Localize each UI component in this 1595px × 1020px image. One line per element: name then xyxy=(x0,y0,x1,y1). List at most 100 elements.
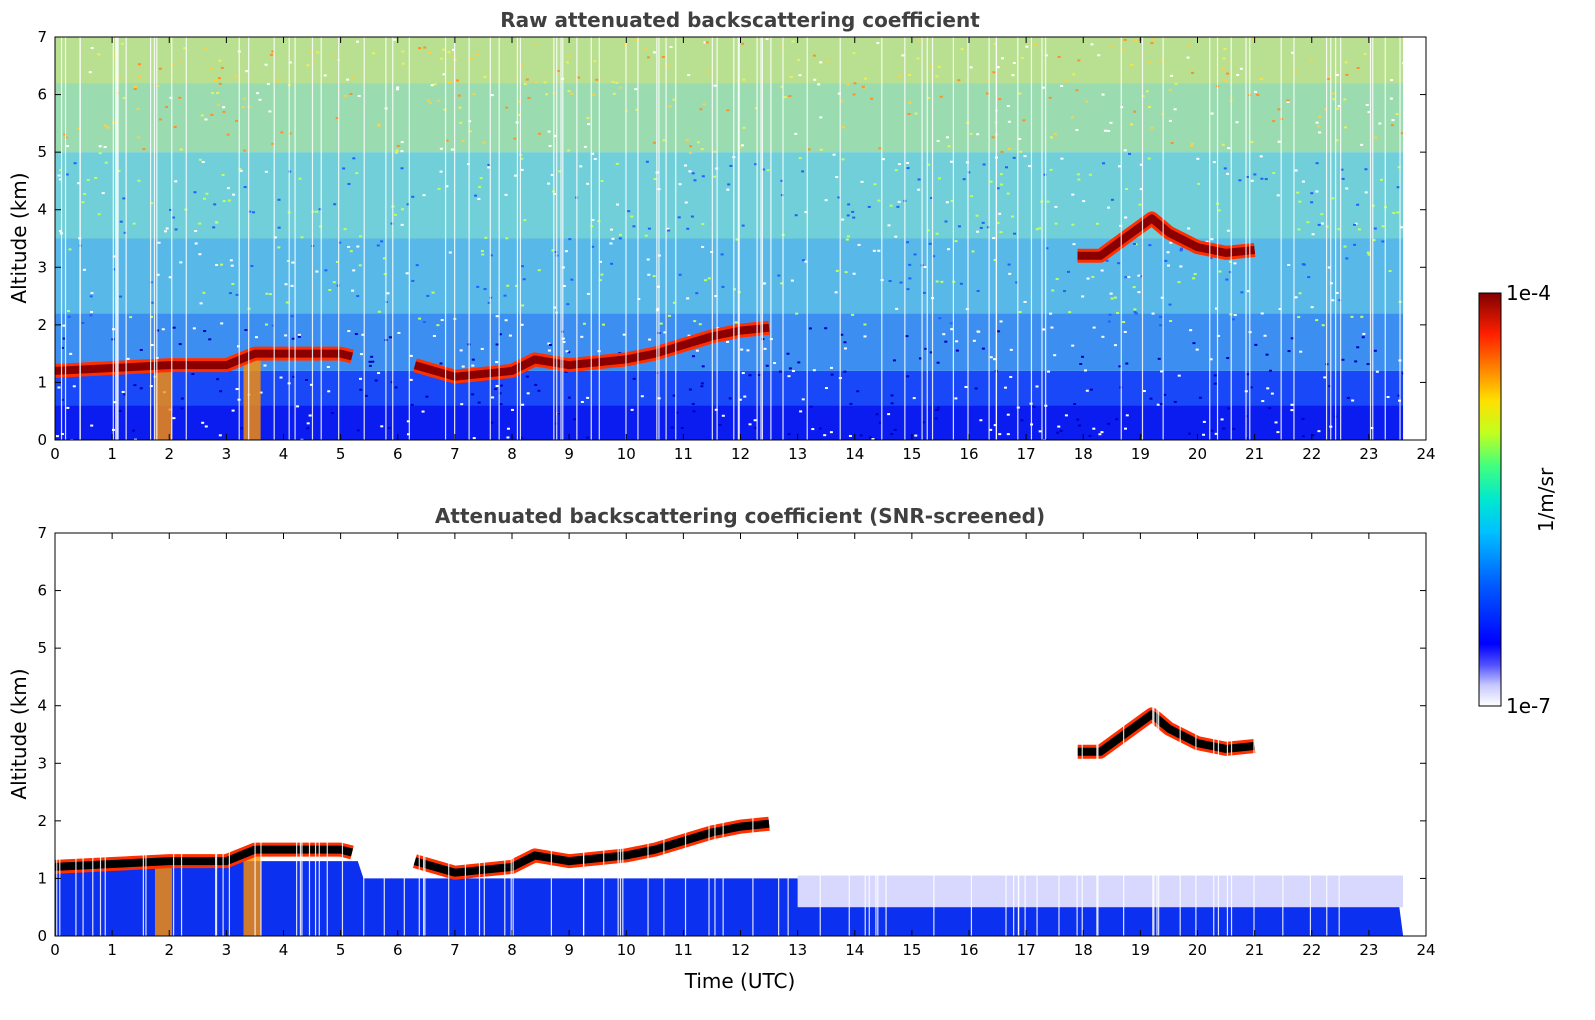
noise-speck xyxy=(1320,222,1324,225)
noise-speck xyxy=(863,77,867,80)
noise-speck xyxy=(627,210,631,213)
noise-speck xyxy=(799,410,803,413)
noise-speck xyxy=(1147,106,1151,109)
noise-speck xyxy=(906,162,910,165)
noise-speck xyxy=(823,434,827,437)
noise-speck xyxy=(989,428,993,431)
missing-profile xyxy=(663,533,665,936)
noise-speck xyxy=(401,50,405,53)
missing-profile xyxy=(1253,533,1255,936)
noise-speck xyxy=(726,109,730,112)
noise-speck xyxy=(1139,163,1143,166)
aerosol-plume xyxy=(154,359,173,440)
missing-profile xyxy=(464,533,467,936)
noise-band xyxy=(55,152,1404,239)
noise-speck xyxy=(630,408,634,411)
noise-speck xyxy=(1221,143,1225,146)
missing-profile xyxy=(79,37,81,440)
noise-speck xyxy=(316,51,320,54)
noise-speck xyxy=(156,273,160,276)
noise-speck xyxy=(471,364,475,367)
noise-speck xyxy=(520,323,524,326)
noise-speck xyxy=(216,378,220,381)
noise-speck xyxy=(551,249,555,252)
noise-speck xyxy=(441,48,445,51)
noise-speck xyxy=(204,47,208,50)
noise-speck xyxy=(924,347,928,350)
noise-speck xyxy=(916,57,920,60)
noise-speck xyxy=(290,315,294,318)
noise-speck xyxy=(180,397,184,400)
noise-speck xyxy=(754,163,758,166)
noise-speck xyxy=(1195,348,1199,351)
noise-speck xyxy=(567,396,571,399)
noise-speck xyxy=(1395,113,1399,116)
noise-speck xyxy=(1245,175,1249,178)
noise-speck xyxy=(647,273,651,276)
x-tick-label: 1 xyxy=(107,941,117,959)
noise-speck xyxy=(1392,211,1396,214)
noise-speck xyxy=(430,84,434,87)
noise-speck xyxy=(1226,72,1230,75)
noise-speck xyxy=(901,54,905,57)
noise-speck xyxy=(534,383,538,386)
missing-profile xyxy=(875,533,877,936)
noise-speck xyxy=(666,64,670,67)
noise-speck xyxy=(209,67,213,70)
noise-speck xyxy=(1090,43,1094,46)
missing-profile xyxy=(489,37,491,440)
missing-profile xyxy=(760,37,762,440)
noise-speck xyxy=(586,182,590,185)
noise-speck xyxy=(979,419,983,422)
noise-speck xyxy=(938,317,942,320)
x-tick-label: 22 xyxy=(1302,941,1321,959)
noise-speck xyxy=(205,192,209,195)
noise-speck xyxy=(425,395,429,398)
missing-profile xyxy=(117,37,119,440)
noise-speck xyxy=(1102,162,1106,165)
noise-speck xyxy=(687,334,691,337)
noise-speck xyxy=(212,226,216,229)
noise-speck xyxy=(942,333,946,336)
noise-speck xyxy=(326,365,330,368)
noise-speck xyxy=(1071,223,1075,226)
x-tick-label: 20 xyxy=(1188,445,1207,463)
missing-profile xyxy=(931,37,934,440)
noise-speck xyxy=(1159,402,1163,405)
noise-speck xyxy=(222,106,226,109)
noise-speck xyxy=(406,420,410,423)
noise-speck xyxy=(1227,147,1231,150)
noise-speck xyxy=(797,361,801,364)
noise-speck xyxy=(173,125,177,128)
noise-speck xyxy=(644,47,648,50)
noise-speck xyxy=(165,227,169,230)
noise-speck xyxy=(226,133,230,136)
noise-speck xyxy=(256,92,260,95)
noise-speck xyxy=(1344,126,1347,129)
noise-speck xyxy=(1124,427,1128,430)
x-tick-label: 19 xyxy=(1131,445,1150,463)
noise-speck xyxy=(1174,82,1178,85)
y-tick-label: 3 xyxy=(37,258,47,276)
missing-profile xyxy=(115,37,117,440)
missing-profile xyxy=(1017,533,1019,936)
noise-speck xyxy=(1079,363,1083,366)
noise-speck xyxy=(777,274,781,277)
noise-speck xyxy=(593,158,597,161)
noise-speck xyxy=(1222,57,1226,60)
panel-screened: Attenuated backscattering coefficient (S… xyxy=(7,504,1436,993)
cloud-layer-core xyxy=(413,819,770,877)
panel-raw-ylabel: Altitude (km) xyxy=(7,172,31,303)
noise-speck xyxy=(1400,226,1404,229)
noise-speck xyxy=(304,378,308,381)
noise-speck xyxy=(113,401,117,404)
noise-speck xyxy=(766,169,770,172)
noise-speck xyxy=(1343,245,1347,248)
noise-speck xyxy=(537,389,541,392)
panel-raw-plot-area xyxy=(55,37,1426,440)
missing-profile xyxy=(1076,533,1078,936)
noise-speck xyxy=(1317,223,1321,226)
missing-profile xyxy=(1096,533,1098,936)
noise-speck xyxy=(1113,296,1117,299)
noise-speck xyxy=(1223,48,1227,51)
